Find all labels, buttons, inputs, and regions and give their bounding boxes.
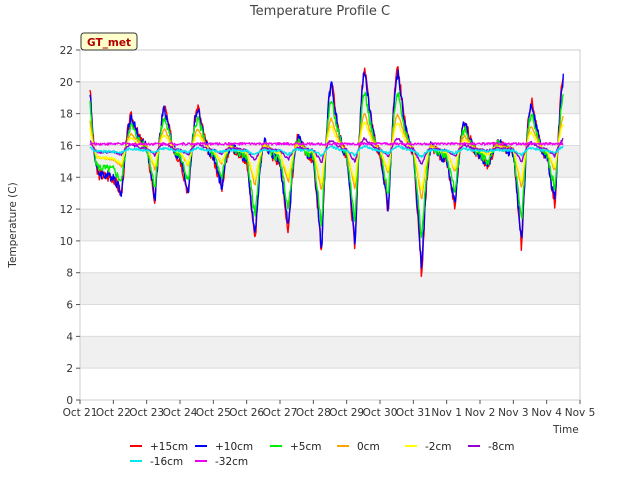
y-tick-label: 18: [60, 109, 73, 121]
x-tick-label: Oct 27: [263, 407, 298, 419]
x-tick-label: Oct 25: [196, 407, 231, 419]
y-tick-label: 10: [60, 236, 73, 248]
y-tick-label: 0: [66, 395, 73, 407]
y-tick-label: 12: [60, 204, 73, 216]
x-tick-label: Nov 2: [465, 407, 496, 419]
plot-area: [80, 49, 580, 401]
grid-band: [80, 209, 580, 241]
series-layer: [89, 66, 564, 278]
y-tick-label: 8: [66, 268, 73, 280]
legend: +15cm +10cm +5cm 0cm -2cm -8cm -16cm -32cm: [130, 441, 514, 468]
legend-label: -8cm: [488, 441, 514, 453]
x-tick-label: Nov 4: [531, 407, 562, 419]
series-line-16cm: [89, 144, 564, 158]
y-axis-label: Temperature (C): [7, 182, 19, 268]
x-tick-label: Oct 24: [163, 407, 198, 419]
legend-label: +15cm: [150, 441, 188, 453]
grid-band: [80, 336, 580, 369]
x-tick-label: Oct 21: [63, 407, 98, 419]
series-line-32cm: [89, 142, 564, 146]
x-tick-label: Nov 1: [431, 407, 462, 419]
legend-label: -16cm: [150, 456, 183, 468]
x-tick-label: Oct 23: [129, 407, 164, 419]
x-tick-label: Oct 28: [296, 407, 331, 419]
x-tick-label: Nov 5: [565, 407, 596, 419]
y-tick-label: 6: [66, 300, 73, 312]
gt-met-badge: GT_met: [80, 32, 138, 51]
legend-label: -32cm: [215, 456, 248, 468]
x-tick-label: Oct 30: [363, 407, 398, 419]
y-tick-label: 14: [60, 172, 74, 184]
legend-label: -2cm: [425, 441, 451, 453]
y-tick-label: 2: [66, 363, 73, 375]
grid-band: [80, 145, 580, 178]
chart-title: Temperature Profile C: [249, 4, 390, 19]
legend-label: +5cm: [290, 441, 321, 453]
y-tick-label: 4: [66, 331, 73, 343]
grid-band: [80, 272, 580, 305]
x-axis-label: Time: [552, 424, 579, 436]
y-tick-label: 16: [60, 140, 74, 152]
legend-label: +10cm: [215, 441, 253, 453]
x-tick-label: Oct 31: [396, 407, 431, 419]
badge-label: GT_met: [87, 37, 131, 49]
y-tick-label: 20: [60, 77, 73, 89]
x-tick-label: Oct 26: [229, 407, 264, 419]
x-tick-label: Nov 3: [498, 407, 529, 419]
y-tick-label: 22: [60, 45, 73, 57]
legend-label: 0cm: [357, 441, 380, 453]
x-tick-label: Oct 22: [96, 407, 131, 419]
plot-frame: [79, 49, 581, 401]
x-tick-label: Oct 29: [329, 407, 364, 419]
